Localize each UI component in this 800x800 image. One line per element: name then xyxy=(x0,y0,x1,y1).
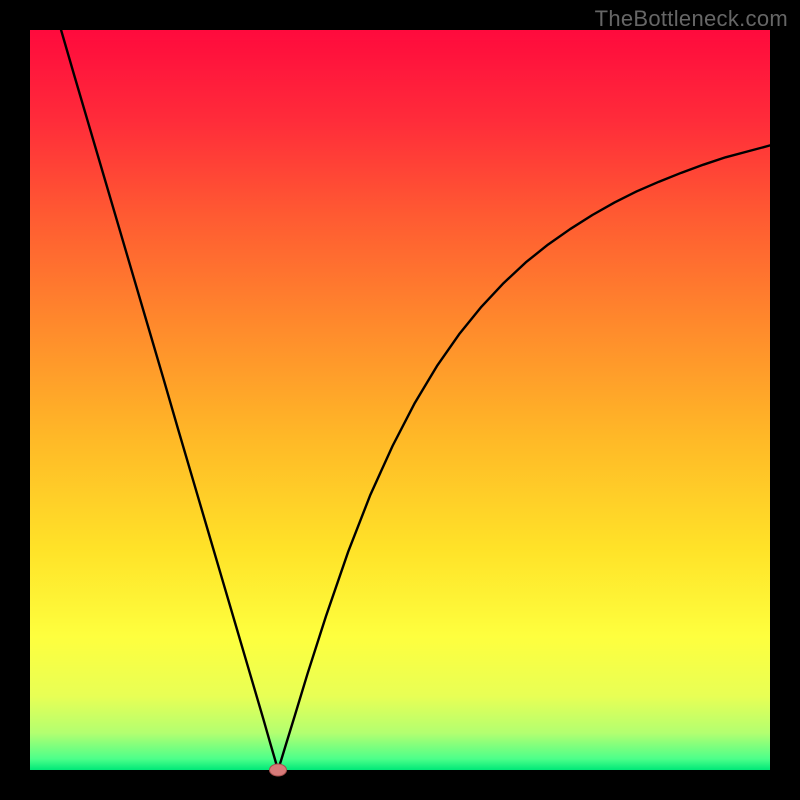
minimum-marker xyxy=(269,764,287,777)
chart-container: TheBottleneck.com xyxy=(0,0,800,800)
gradient-background xyxy=(30,30,770,770)
watermark-text: TheBottleneck.com xyxy=(595,6,788,32)
plot-area xyxy=(30,30,770,770)
